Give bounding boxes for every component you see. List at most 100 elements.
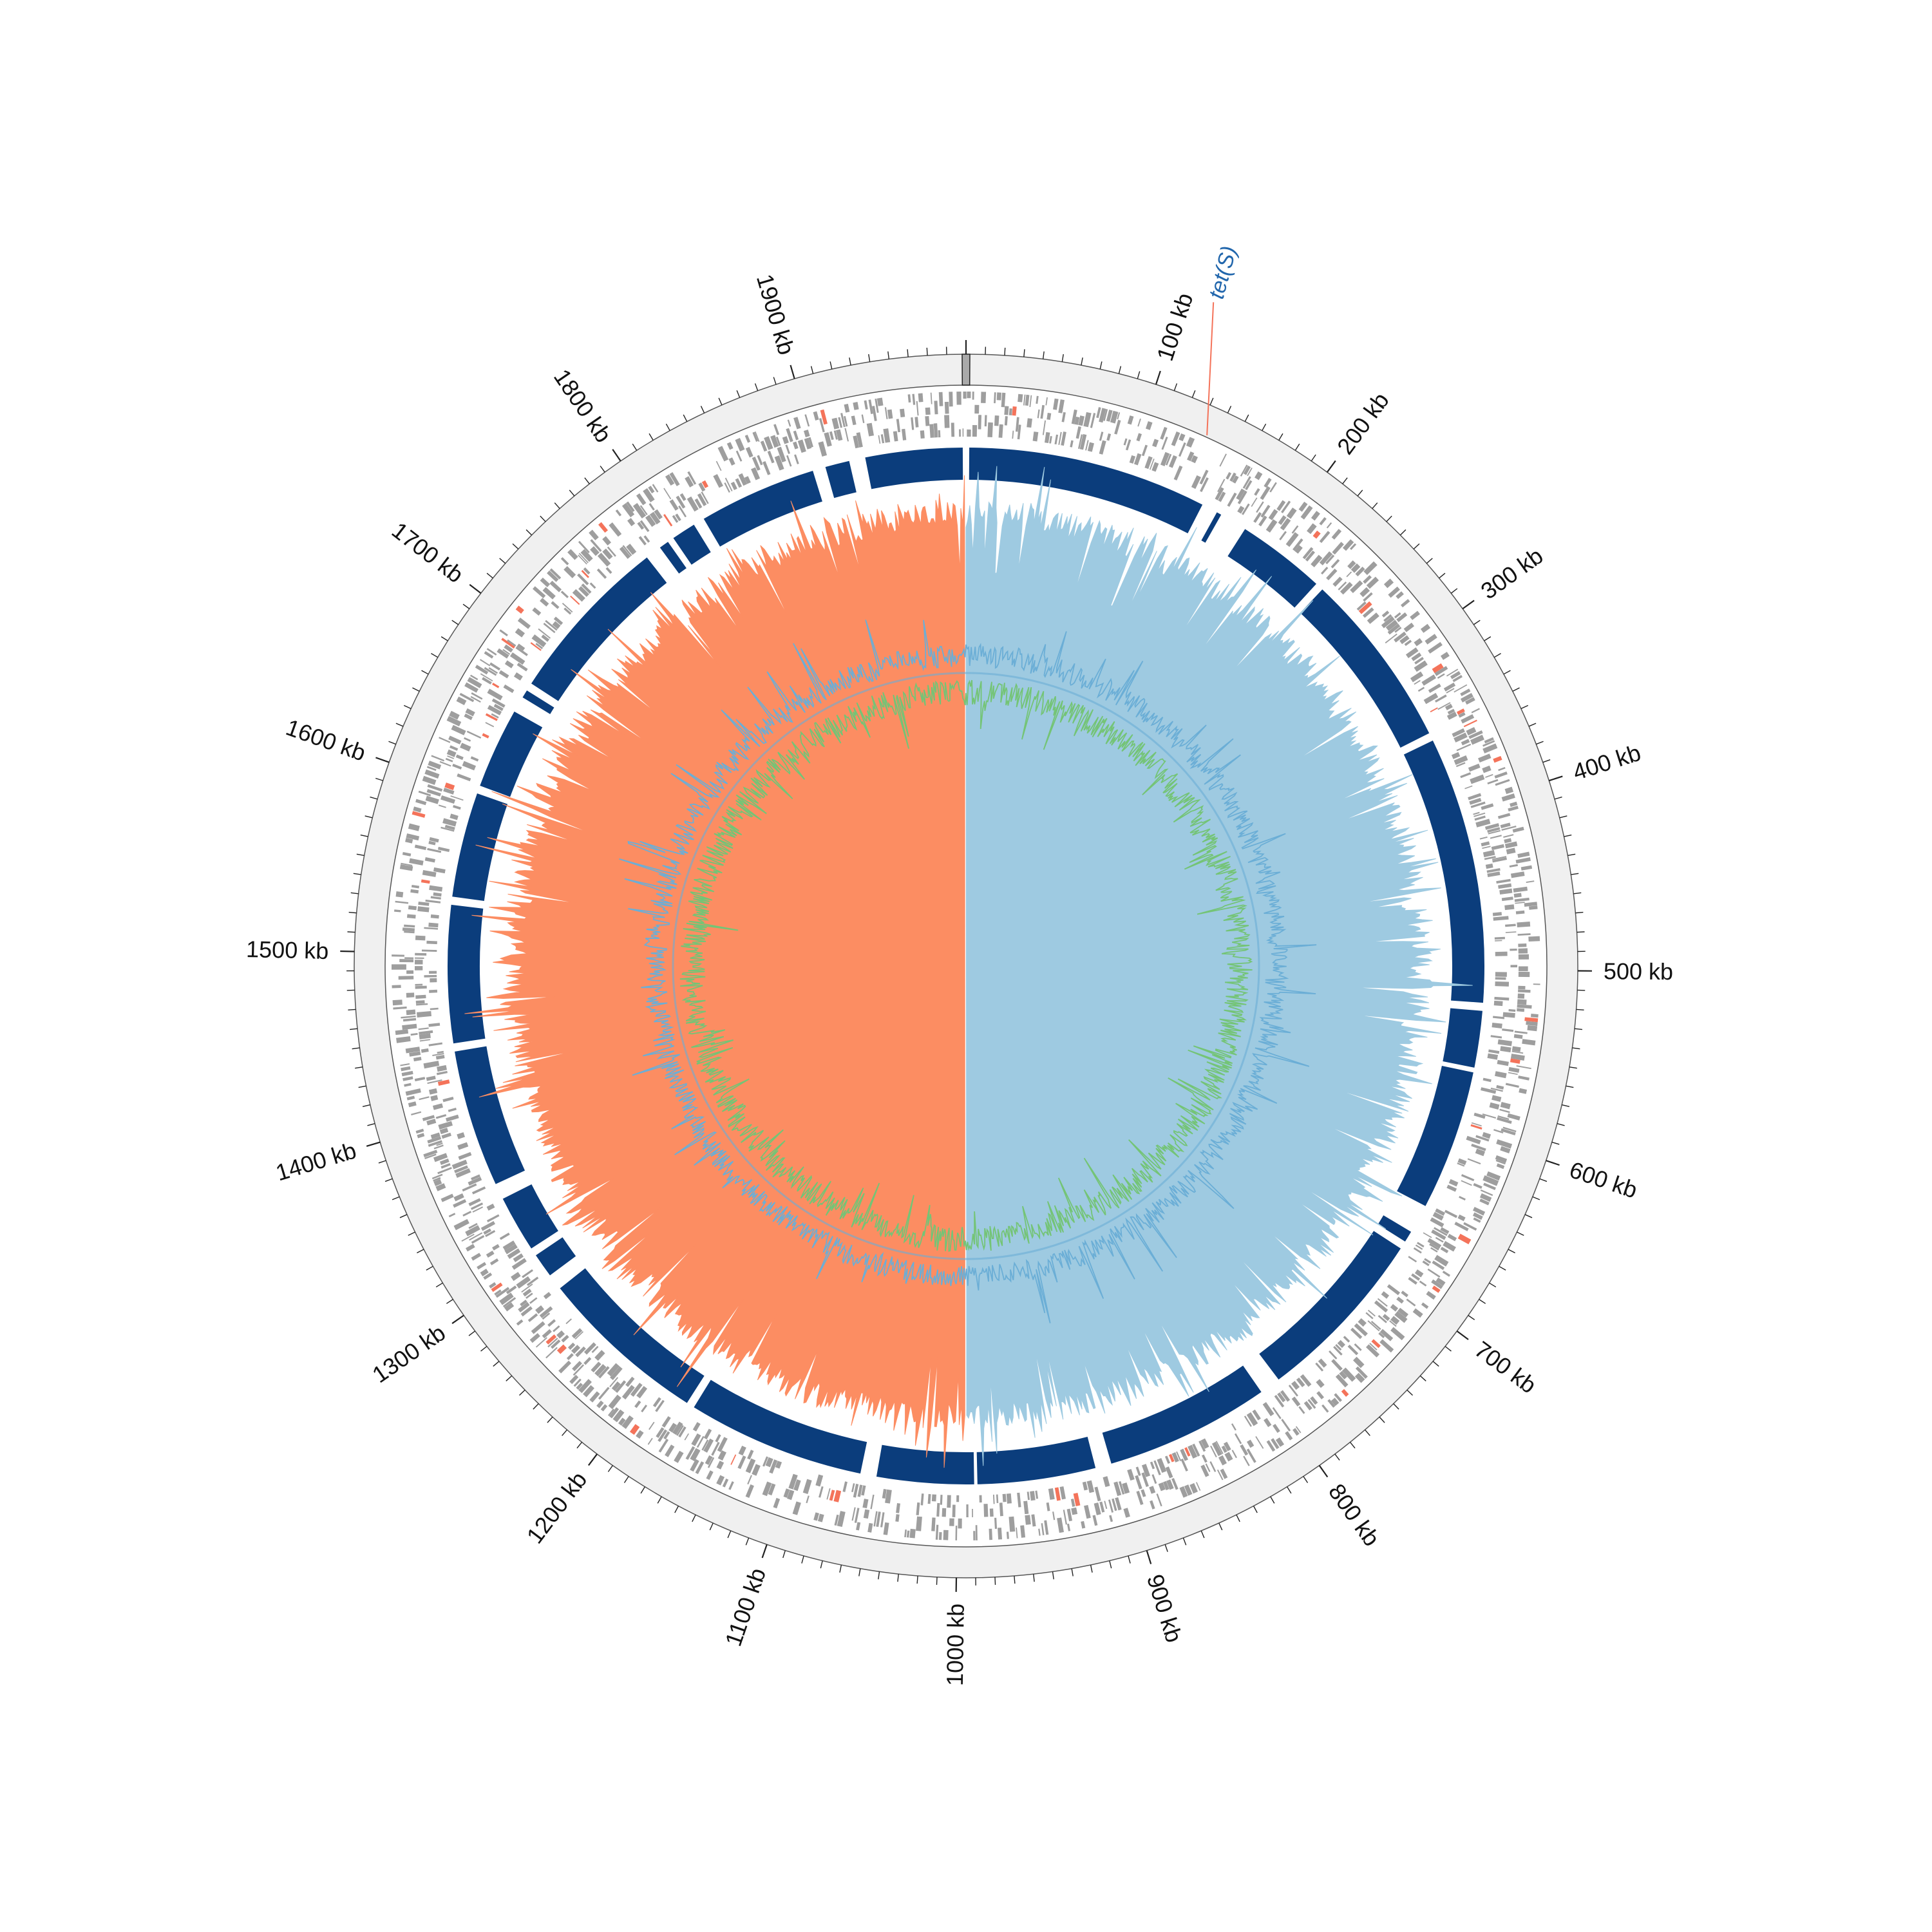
gene-mark xyxy=(619,546,631,559)
gene-mark xyxy=(461,1233,475,1242)
gene-mark xyxy=(1469,797,1482,805)
minor-tick xyxy=(849,357,851,366)
gene-mark xyxy=(1482,765,1492,773)
minor-tick xyxy=(1164,1544,1168,1552)
gene-mark xyxy=(1374,1300,1388,1313)
gene-mark xyxy=(785,444,790,454)
gene-mark xyxy=(1459,1196,1466,1201)
gene-mark xyxy=(1071,409,1077,424)
gene-mark xyxy=(1077,434,1083,450)
gene-mark xyxy=(1329,1350,1338,1359)
gene-mark xyxy=(909,1528,916,1539)
gene-mark xyxy=(862,1499,869,1509)
gene-mark xyxy=(533,586,546,599)
gene-mark xyxy=(430,978,437,983)
major-tick xyxy=(451,1314,464,1324)
gene-mark xyxy=(1371,1339,1381,1349)
gene-mark xyxy=(1281,500,1291,513)
minor-tick xyxy=(1493,653,1501,658)
minor-tick xyxy=(554,502,560,509)
minor-tick xyxy=(916,1575,918,1584)
gene-mark xyxy=(967,429,971,437)
gene-mark xyxy=(1470,1124,1482,1130)
gene-mark xyxy=(1518,948,1528,954)
gene-mark xyxy=(1524,902,1538,907)
gene-mark xyxy=(404,957,414,960)
gene-mark xyxy=(1137,418,1141,427)
gene-mark xyxy=(494,1289,502,1296)
gene-mark xyxy=(598,1366,610,1379)
gene-mark xyxy=(876,1511,881,1528)
minor-tick xyxy=(1557,1122,1565,1126)
block-segment xyxy=(1300,589,1430,748)
gene-mark xyxy=(1460,692,1473,703)
gene-mark xyxy=(1157,1458,1167,1473)
tick-label: 600 kb xyxy=(1566,1156,1641,1203)
minor-tick xyxy=(1450,588,1458,594)
minor-tick xyxy=(1349,1441,1356,1449)
gene-mark xyxy=(1350,580,1363,593)
gene-mark xyxy=(1427,1268,1441,1278)
gene-mark xyxy=(1470,801,1486,808)
gene-mark xyxy=(1046,413,1052,421)
gene-mark xyxy=(1251,497,1258,507)
gene-mark xyxy=(472,1206,484,1213)
gene-mark xyxy=(745,1458,756,1473)
gene-mark xyxy=(556,1330,565,1339)
gene-mark xyxy=(1245,480,1253,491)
gene-mark xyxy=(1474,815,1486,821)
gene-mark xyxy=(430,1132,440,1139)
tick-label: 400 kb xyxy=(1569,739,1643,786)
gene-mark xyxy=(625,1376,635,1387)
gene-mark xyxy=(1435,1236,1444,1243)
gene-mark xyxy=(1496,1084,1504,1090)
gene-mark xyxy=(621,1385,635,1400)
gene-mark xyxy=(707,1457,715,1468)
gene-mark xyxy=(415,952,427,956)
gene-mark xyxy=(1356,601,1367,611)
gene-mark xyxy=(911,417,914,430)
gene-mark xyxy=(998,424,1003,438)
gene-mark xyxy=(1160,451,1170,467)
gene-mark xyxy=(1220,1468,1228,1479)
gene-mark xyxy=(1495,981,1510,987)
gene-mark xyxy=(1444,703,1453,710)
gene-mark xyxy=(975,1525,978,1540)
gene-mark xyxy=(820,409,828,425)
gene-mark xyxy=(1218,491,1226,502)
gene-mark xyxy=(752,457,761,471)
gene-mark xyxy=(716,1475,725,1486)
gene-mark xyxy=(853,435,860,449)
gene-mark xyxy=(813,1512,819,1521)
minor-tick xyxy=(1406,1389,1414,1396)
gene-mark xyxy=(1387,1284,1401,1296)
gene-mark xyxy=(1394,631,1406,643)
gene-mark xyxy=(1517,921,1531,928)
gene-mark xyxy=(1481,1087,1497,1094)
gene-mark xyxy=(427,1079,442,1084)
gene-mark xyxy=(429,989,438,993)
gene-mark xyxy=(817,1513,824,1522)
gene-mark xyxy=(762,461,771,475)
gene-mark xyxy=(1300,1374,1312,1387)
minor-tick xyxy=(1287,1486,1292,1494)
gene-mark xyxy=(1331,559,1340,569)
gene-mark xyxy=(581,570,589,578)
gene-mark xyxy=(1236,488,1245,500)
gene-mark xyxy=(408,905,417,911)
gene-mark xyxy=(522,1269,533,1278)
gene-mark xyxy=(1151,1474,1157,1484)
gene-mark xyxy=(1332,542,1344,555)
gene-mark xyxy=(1115,1497,1122,1511)
gene-mark xyxy=(1343,1336,1350,1343)
gene-mark xyxy=(853,1484,859,1498)
gene-mark xyxy=(1316,1379,1325,1388)
gene-mark xyxy=(545,1334,557,1345)
gene-mark xyxy=(1479,836,1488,840)
gene-mark xyxy=(765,1457,773,1468)
gene-mark xyxy=(1165,1466,1173,1479)
gene-mark xyxy=(1378,1314,1387,1323)
gene-mark xyxy=(1411,1273,1421,1281)
gene-mark xyxy=(793,430,799,440)
